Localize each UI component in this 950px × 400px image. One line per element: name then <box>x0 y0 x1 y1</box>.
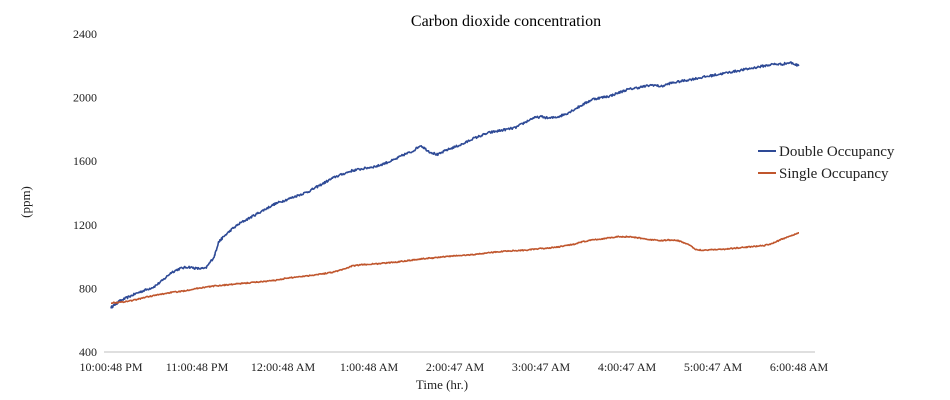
y-tick-label: 1200 <box>73 218 97 232</box>
y-tick-label: 2000 <box>73 91 97 105</box>
y-axis-title: (ppm) <box>18 186 33 218</box>
x-axis-ticks: 10:00:48 PM 11:00:48 PM 12:00:48 AM 1:00:48… <box>79 360 828 374</box>
legend-label-double-occupancy: Double Occupancy <box>779 144 895 160</box>
legend: Double Occupancy Single Occupancy <box>758 144 895 182</box>
y-tick-label: 400 <box>79 345 97 359</box>
y-tick-label: 800 <box>79 281 97 295</box>
x-tick-label: 4:00:47 AM <box>598 360 657 374</box>
chart-title: Carbon dioxide concentration <box>411 13 601 30</box>
x-tick-label: 5:00:47 AM <box>684 360 743 374</box>
x-tick-label: 6:00:48 AM <box>770 360 829 374</box>
series-line-single-occupancy <box>110 232 800 305</box>
x-tick-label: 12:00:48 AM <box>251 360 316 374</box>
series-line-double-occupancy <box>110 61 800 309</box>
x-axis-title: Time (hr.) <box>416 377 468 392</box>
x-tick-label: 2:00:47 AM <box>426 360 485 374</box>
x-tick-label: 1:00:48 AM <box>340 360 399 374</box>
legend-item-single-occupancy: Single Occupancy <box>758 166 889 182</box>
x-tick-label: 11:00:48 PM <box>166 360 229 374</box>
legend-label-single-occupancy: Single Occupancy <box>779 166 889 182</box>
legend-item-double-occupancy: Double Occupancy <box>758 144 895 160</box>
series-lines <box>110 61 800 309</box>
x-tick-label: 3:00:47 AM <box>512 360 571 374</box>
y-tick-label: 2400 <box>73 27 97 41</box>
y-axis-ticks: 400 800 1200 1600 2000 2400 <box>73 27 97 359</box>
x-tick-label: 10:00:48 PM <box>79 360 142 374</box>
y-tick-label: 1600 <box>73 154 97 168</box>
